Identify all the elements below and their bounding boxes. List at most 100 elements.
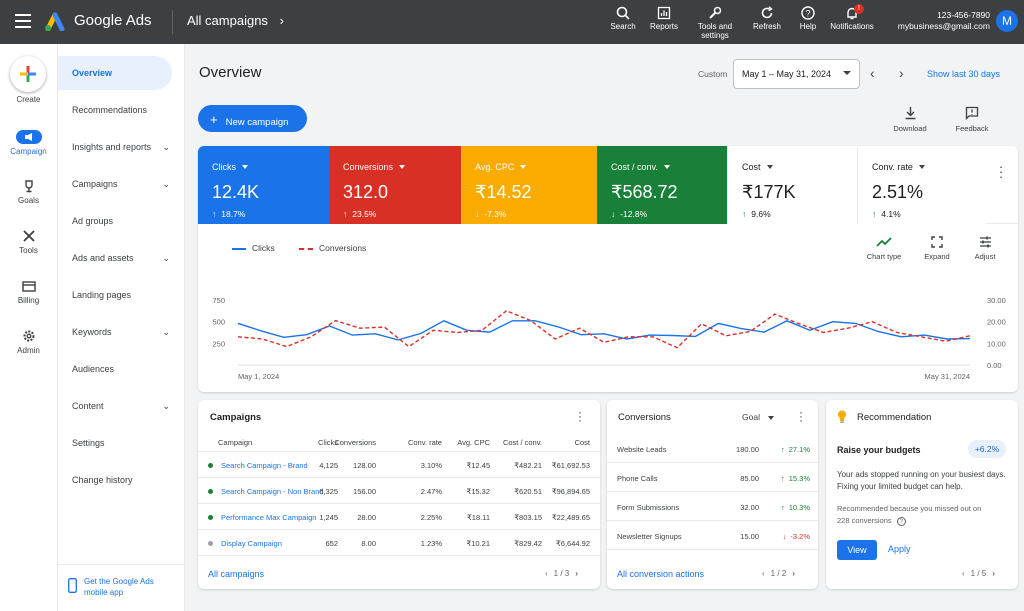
next-period-button[interactable]: › bbox=[899, 65, 904, 81]
nav-ad-groups[interactable]: Ad groups bbox=[72, 216, 114, 226]
metric-change-value: 9.6% bbox=[751, 209, 771, 219]
refresh-button[interactable]: Refresh bbox=[751, 6, 783, 31]
nav-keywords[interactable]: Keywords ⌄ bbox=[58, 315, 184, 349]
column-header[interactable]: Conv. rate bbox=[407, 438, 442, 447]
expand-button[interactable]: Expand bbox=[922, 236, 952, 261]
nav-recommendations[interactable]: Recommendations bbox=[72, 105, 148, 115]
rail-goals-label: Goals bbox=[18, 196, 39, 205]
create-button[interactable] bbox=[10, 56, 46, 92]
rail-admin[interactable]: Admin bbox=[0, 329, 57, 355]
nav-change-history[interactable]: Change history bbox=[72, 475, 133, 485]
arrow-up-icon: ↑ bbox=[780, 503, 785, 512]
prev-page-button[interactable]: ‹ bbox=[962, 569, 965, 578]
refresh-icon bbox=[761, 6, 773, 19]
view-button[interactable]: View bbox=[837, 540, 877, 560]
campaign-name-link[interactable]: Performance Max Campaign bbox=[221, 513, 317, 522]
metric-tile[interactable]: Cost ₹177K ↑ 9.6% bbox=[727, 146, 857, 224]
notifications-button[interactable]: Notifications ! bbox=[828, 4, 876, 31]
metric-tile[interactable]: Cost / conv. ₹568.72 ↓ -12.8% bbox=[597, 146, 727, 224]
campaign-name-link[interactable]: Display Campaign bbox=[221, 539, 282, 548]
table-row[interactable]: Display Campaign 652 8.00 1.23% ₹10.21 ₹829.4… bbox=[198, 530, 600, 556]
column-header[interactable]: Conversions bbox=[334, 438, 376, 447]
tools-settings-button[interactable]: Tools and settings bbox=[693, 6, 737, 40]
download-button[interactable]: Download bbox=[890, 106, 930, 133]
list-item[interactable]: Website Leads 180.00 ↑ 27.1% bbox=[607, 434, 818, 463]
chevron-down-icon: ⌄ bbox=[162, 253, 170, 263]
rail-tools[interactable]: Tools bbox=[0, 229, 57, 255]
feedback-button[interactable]: Feedback bbox=[952, 106, 992, 133]
column-header[interactable]: Avg. CPC bbox=[457, 438, 490, 447]
table-row[interactable]: Performance Max Campaign 1,245 28.00 2.25% ₹… bbox=[198, 504, 600, 530]
gear-icon bbox=[23, 330, 34, 342]
next-page-button[interactable]: › bbox=[792, 569, 795, 578]
nav-audiences[interactable]: Audiences bbox=[72, 364, 115, 374]
table-cell: ₹96,894.65 bbox=[551, 487, 590, 496]
help-button[interactable]: ? Help bbox=[796, 6, 820, 31]
chart-type-button[interactable]: Chart type bbox=[862, 236, 906, 261]
date-range-picker[interactable]: May 1 – May 31, 2024 bbox=[733, 59, 860, 89]
avatar[interactable]: M bbox=[996, 10, 1018, 32]
campaign-name-link[interactable]: Search Campaign - Non Brand bbox=[221, 487, 324, 496]
previous-period-button[interactable]: ‹ bbox=[870, 65, 875, 81]
column-header[interactable]: Clicks bbox=[318, 438, 338, 447]
all-conversion-actions-link[interactable]: All conversion actions bbox=[617, 569, 705, 579]
prev-page-button[interactable]: ‹ bbox=[762, 569, 765, 578]
table-header: Campaign Clicks Conversions Conv. rate Avg. … bbox=[198, 432, 600, 452]
goal-filter-dropdown[interactable]: Goal bbox=[742, 412, 775, 422]
arrow-up-icon: ↑ bbox=[212, 209, 217, 219]
adjust-button[interactable]: Adjust bbox=[970, 236, 1000, 261]
divider bbox=[172, 10, 173, 34]
list-item[interactable]: Phone Calls 85.00 ↑ 15.3% bbox=[607, 463, 818, 492]
all-campaigns-link[interactable]: All campaigns bbox=[208, 569, 265, 579]
nav-landing-pages[interactable]: Landing pages bbox=[72, 290, 132, 300]
apply-button[interactable]: Apply bbox=[888, 544, 911, 554]
column-header[interactable]: Cost / conv. bbox=[502, 438, 542, 447]
chevron-down-icon: ⌄ bbox=[162, 327, 170, 337]
campaign-name-link[interactable]: Search Campaign - Brand bbox=[221, 461, 308, 470]
nav-overview[interactable]: Overview bbox=[72, 68, 113, 78]
nav-content[interactable]: Content ⌄ bbox=[58, 389, 184, 423]
new-campaign-button[interactable]: + New campaign bbox=[198, 105, 307, 132]
next-page-button[interactable]: › bbox=[575, 569, 578, 578]
nav-campaigns[interactable]: Campaigns ⌄ bbox=[58, 167, 184, 201]
note-line-1: Recommended because you missed out on bbox=[837, 504, 982, 513]
list-item[interactable]: Form Submissions 32.00 ↑ 10.3% bbox=[607, 492, 818, 521]
table-cell: ₹12.45 bbox=[466, 461, 490, 470]
reports-button[interactable]: Reports bbox=[647, 6, 681, 31]
rail-billing[interactable]: Billing bbox=[0, 279, 57, 305]
expand-label: Expand bbox=[924, 252, 950, 261]
table-cell: ₹61,692.53 bbox=[551, 461, 590, 470]
more-icon[interactable]: · · · bbox=[578, 405, 582, 427]
table-row[interactable]: Search Campaign - Brand 4,125 128.00 3.10% ₹… bbox=[198, 452, 600, 478]
metric-change-value: -12.8% bbox=[620, 209, 648, 219]
more-icon[interactable]: · · · bbox=[799, 405, 803, 427]
conversions-pager: ‹ 1 / 2 › bbox=[762, 569, 795, 578]
metrics-more-icon[interactable]: · · · bbox=[998, 159, 1004, 184]
metric-tile[interactable]: Avg. CPC ₹14.52 ↓ -7.3% bbox=[461, 146, 597, 224]
menu-icon[interactable] bbox=[15, 14, 31, 28]
mobile-app-promo[interactable]: Get the Google Ads mobile app bbox=[68, 576, 178, 598]
info-icon[interactable]: ? bbox=[896, 517, 906, 526]
next-page-button[interactable]: › bbox=[992, 569, 995, 578]
list-item[interactable]: Newsletter Signups 15.00 ↓ -3.2% bbox=[607, 521, 818, 550]
breadcrumb[interactable]: All campaigns › bbox=[187, 13, 284, 28]
table-cell: ₹18.11 bbox=[467, 513, 490, 522]
status-dot bbox=[208, 489, 213, 494]
rail-campaign[interactable]: Campaign bbox=[0, 130, 57, 156]
table-row[interactable]: Search Campaign - Non Brand 6,325 156.00 2.… bbox=[198, 478, 600, 504]
metric-tile[interactable]: Conversions 312.0 ↑ 23.5% bbox=[329, 146, 461, 224]
nav-ads-assets[interactable]: Ads and assets ⌄ bbox=[58, 241, 184, 275]
prev-page-button[interactable]: ‹ bbox=[545, 569, 548, 578]
rail-goals[interactable]: Goals bbox=[0, 179, 57, 205]
column-header[interactable]: Campaign bbox=[218, 438, 253, 447]
nav-insights[interactable]: Insights and reports ⌄ bbox=[58, 130, 184, 164]
column-header[interactable]: Cost bbox=[574, 438, 590, 447]
show-last-30-days-link[interactable]: Show last 30 days bbox=[927, 69, 1001, 79]
search-button[interactable]: Search bbox=[608, 6, 638, 31]
metric-tile[interactable]: Clicks 12.4K ↑ 18.7% bbox=[198, 146, 329, 224]
nav-settings[interactable]: Settings bbox=[72, 438, 105, 448]
svg-text:?: ? bbox=[805, 9, 810, 19]
campaigns-table: Campaign Clicks Conversions Conv. rate Avg. … bbox=[198, 432, 600, 556]
metric-tile[interactable]: Conv. rate 2.51% ↑ 4.1% bbox=[857, 146, 985, 224]
range-label: Custom bbox=[698, 69, 728, 79]
